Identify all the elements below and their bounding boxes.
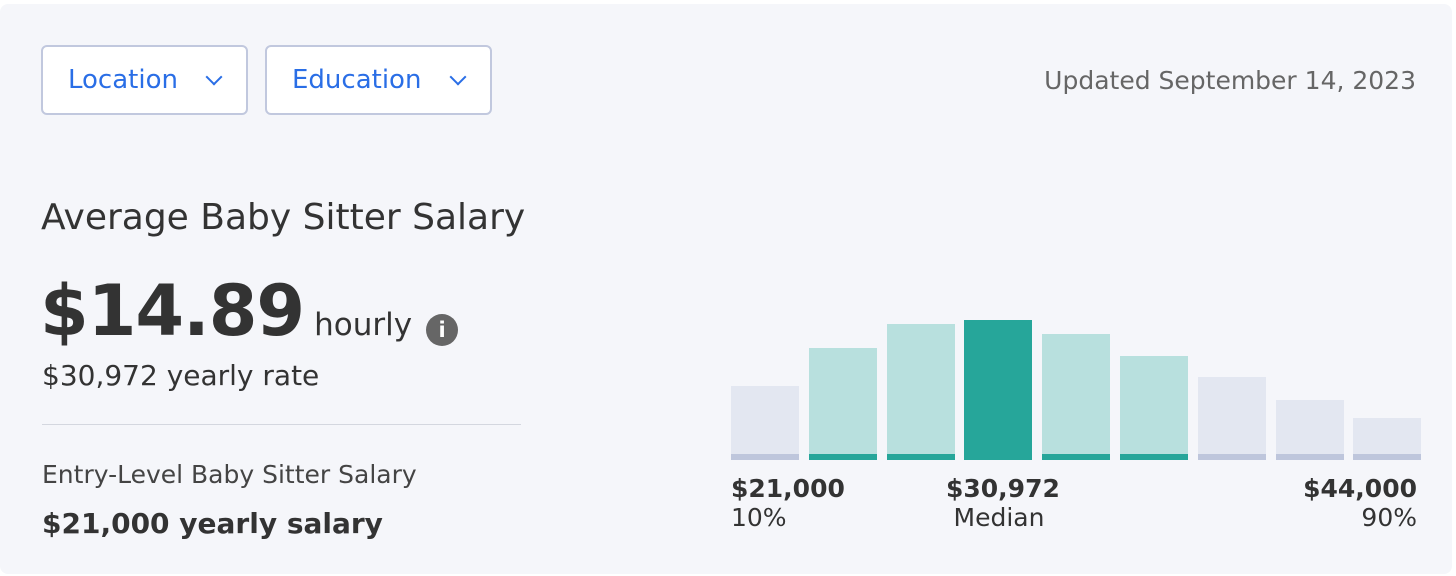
location-dropdown[interactable]: Location [41, 45, 248, 115]
chart-bar-base [964, 454, 1033, 460]
hourly-value: $14.89 [40, 270, 305, 352]
hourly-unit: hourly [314, 307, 413, 343]
location-dropdown-label: Location [68, 65, 178, 95]
chart-bar [808, 348, 877, 460]
yearly-rate: $30,972 yearly rate [42, 359, 320, 392]
chart-bar [1275, 399, 1344, 460]
chevron-down-icon [205, 68, 223, 86]
hourly-salary: $14.89 hourly i [40, 270, 459, 352]
chart-bar [1042, 334, 1111, 460]
chart-bar-base [1042, 454, 1111, 460]
chart-label-median: $30,972 Median [946, 474, 1060, 532]
education-dropdown-label: Education [292, 65, 422, 95]
chevron-down-icon [449, 68, 467, 86]
chart-bar-base [1197, 454, 1266, 460]
chart-label-90th: $44,000 90% [1303, 474, 1417, 532]
salary-distribution-chart [731, 304, 1422, 460]
chart-bar-base [886, 454, 955, 460]
chart-bar [886, 324, 955, 460]
info-icon[interactable]: i [426, 314, 459, 346]
label-caption: Median [953, 503, 1045, 532]
chart-bar-base [1353, 454, 1422, 460]
chart-bar [1120, 356, 1188, 460]
education-dropdown[interactable]: Education [265, 45, 492, 115]
chart-bar-base [1275, 454, 1344, 460]
chart-bar-base [808, 454, 877, 460]
entry-level-value: $21,000 yearly salary [42, 507, 383, 540]
label-caption: 90% [1361, 503, 1417, 532]
entry-level-label: Entry-Level Baby Sitter Salary [42, 460, 417, 489]
salary-card: Location Education Updated September 14,… [0, 4, 1452, 574]
chart-bar [1353, 418, 1422, 460]
updated-date: Updated September 14, 2023 [1044, 66, 1416, 95]
label-value: $21,000 [731, 474, 845, 503]
chart-bar [731, 385, 799, 460]
chart-label-10th: $21,000 10% [731, 474, 845, 532]
divider [42, 424, 521, 425]
label-caption: 10% [731, 503, 787, 532]
label-value: $44,000 [1303, 474, 1417, 503]
chart-bar-base [1120, 454, 1188, 460]
label-value: $30,972 [946, 474, 1060, 503]
chart-bar [964, 320, 1033, 460]
chart-bar-base [731, 454, 799, 460]
page-title: Average Baby Sitter Salary [41, 197, 526, 238]
chart-bar [1197, 377, 1266, 460]
